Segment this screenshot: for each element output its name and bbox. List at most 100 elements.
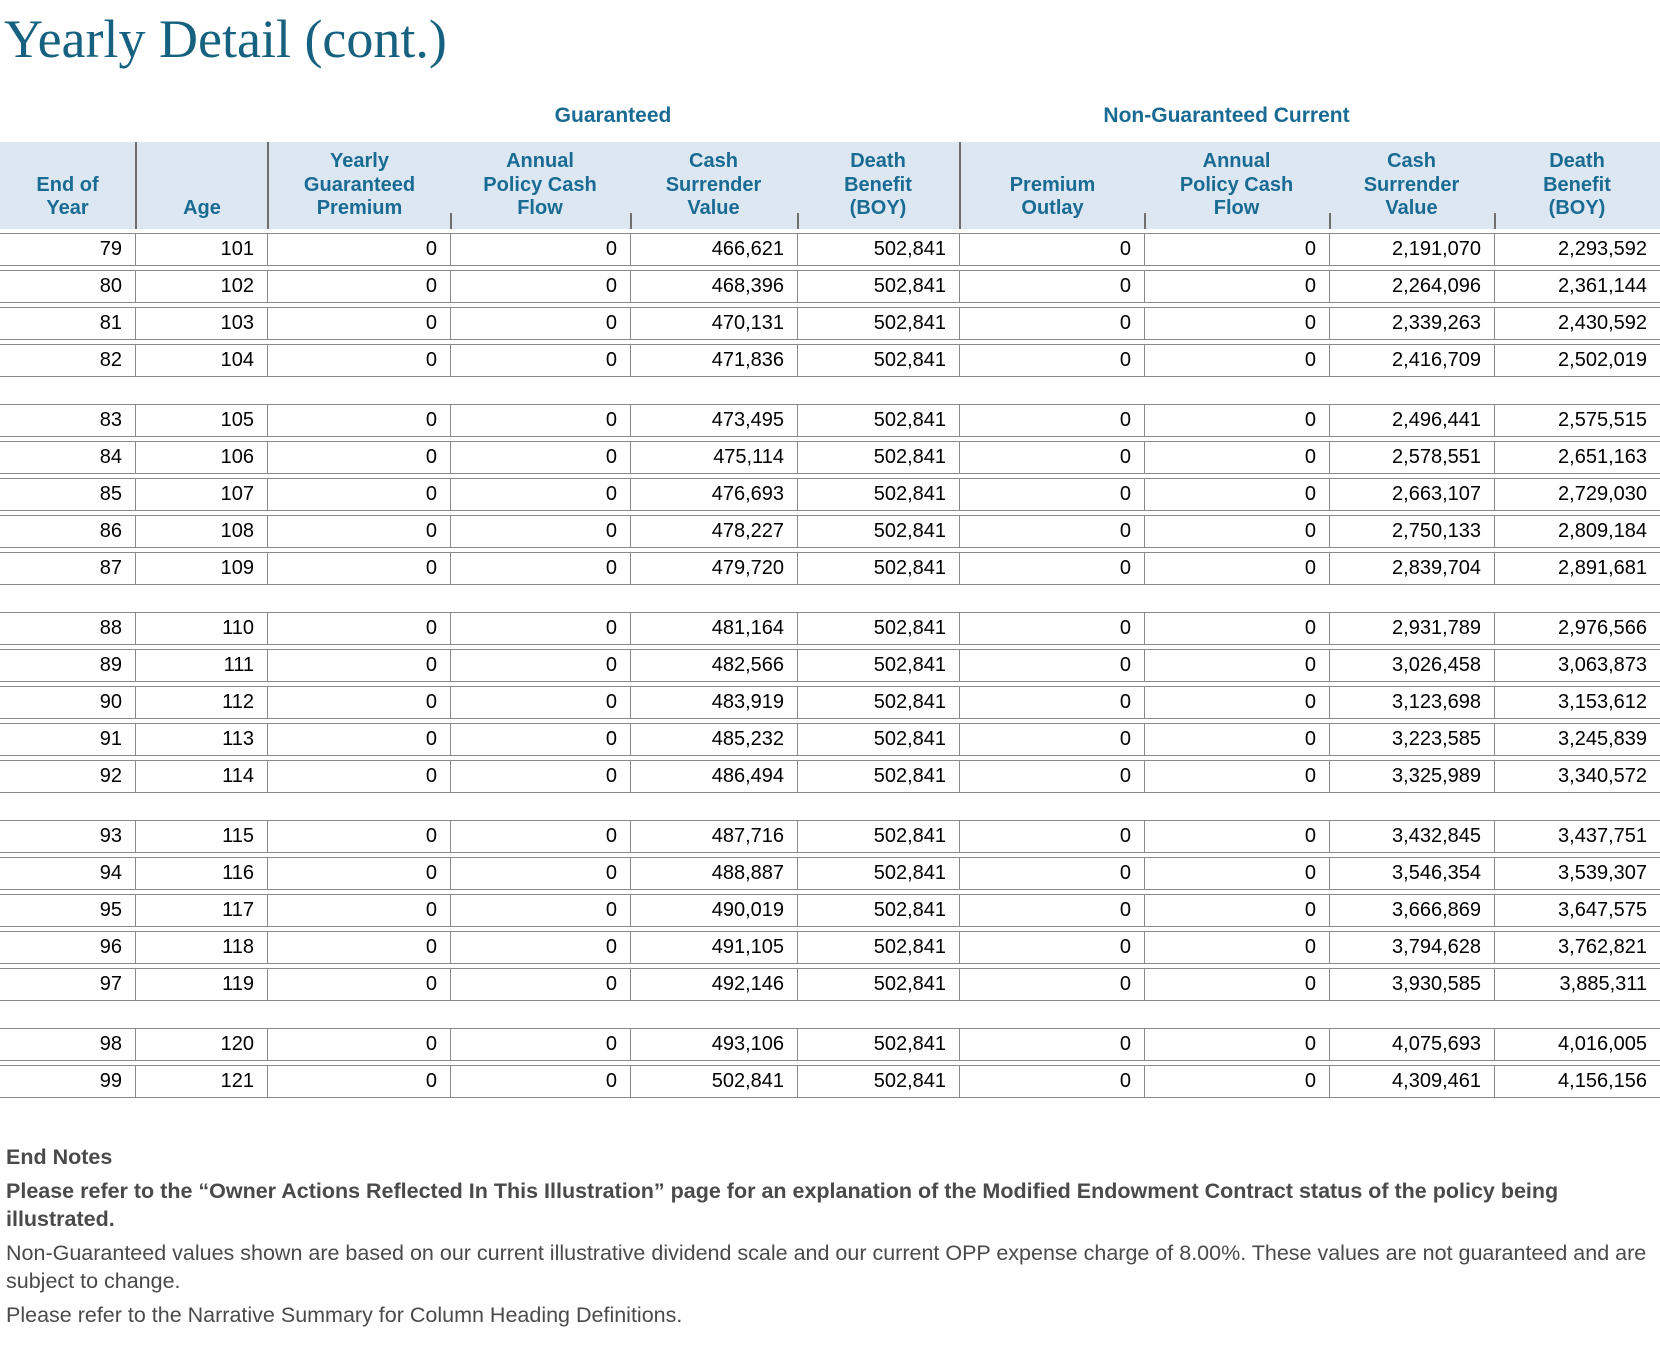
table-cell: 3,539,307 — [1494, 856, 1660, 890]
column-header-yearly-guaranteed-premium: Yearly Guaranteed Premium — [267, 142, 450, 229]
table-row: 80 102 0 0 468,396 502,841 0 0 2,264,096 2,361,14… — [0, 269, 1660, 303]
table-cell: 0 — [267, 611, 450, 645]
table-row: 79 101 0 0 466,621 502,841 0 0 2,191,070 2,293,59… — [0, 232, 1660, 266]
table-cell: 104 — [135, 343, 267, 377]
table-cell: 119 — [135, 967, 267, 1001]
table-cell: 476,693 — [630, 477, 797, 511]
table-cell: 0 — [1144, 440, 1330, 474]
table-cell: 102 — [135, 269, 267, 303]
table-cell: 3,885,311 — [1494, 967, 1660, 1001]
table-cell: 0 — [267, 551, 450, 585]
table-cell: 4,309,461 — [1329, 1064, 1495, 1098]
table-row: 84 106 0 0 475,114 502,841 0 0 2,578,551 2,651,16… — [0, 440, 1660, 474]
table-cell: 471,836 — [630, 343, 797, 377]
table-cell: 0 — [1144, 306, 1330, 340]
table-cell: 81 — [0, 306, 135, 340]
table-cell: 94 — [0, 856, 135, 890]
table-cell: 0 — [959, 343, 1145, 377]
table-cell: 0 — [959, 685, 1145, 719]
table-cell: 0 — [959, 403, 1145, 437]
table-cell: 488,887 — [630, 856, 797, 890]
table-cell: 0 — [1144, 967, 1330, 1001]
table-cell: 0 — [1144, 514, 1330, 548]
table-cell: 0 — [267, 685, 450, 719]
table-cell: 107 — [135, 477, 267, 511]
table-cell: 502,841 — [797, 403, 960, 437]
table-cell: 3,026,458 — [1329, 648, 1495, 682]
table-cell: 3,762,821 — [1494, 930, 1660, 964]
column-header-death-benefit-boy-non-guaranteed: Death Benefit (BOY) — [1494, 142, 1660, 229]
table-cell: 0 — [959, 819, 1145, 853]
table-cell: 0 — [450, 893, 630, 927]
table-cell: 0 — [267, 722, 450, 756]
table-cell: 0 — [1144, 930, 1330, 964]
table-cell: 3,223,585 — [1329, 722, 1495, 756]
table-cell: 0 — [959, 967, 1145, 1001]
table-cell: 121 — [135, 1064, 267, 1098]
group-header-guaranteed: Guaranteed — [554, 104, 672, 127]
table-row: 91 113 0 0 485,232 502,841 0 0 3,223,585 3,245,83… — [0, 722, 1660, 756]
table-cell: 108 — [135, 514, 267, 548]
table-cell: 0 — [267, 440, 450, 474]
table-row: 89 111 0 0 482,566 502,841 0 0 3,026,458 3,063,87… — [0, 648, 1660, 682]
table-cell: 0 — [450, 722, 630, 756]
table-cell: 0 — [450, 269, 630, 303]
table-cell: 3,153,612 — [1494, 685, 1660, 719]
table-cell: 0 — [267, 343, 450, 377]
table-cell: 103 — [135, 306, 267, 340]
table-cell: 83 — [0, 403, 135, 437]
table-cell: 502,841 — [797, 856, 960, 890]
column-header-age: Age — [135, 142, 267, 229]
table-row: 93 115 0 0 487,716 502,841 0 0 3,432,845 3,437,75… — [0, 819, 1660, 853]
table-cell: 3,325,989 — [1329, 759, 1495, 793]
table-cell: 2,931,789 — [1329, 611, 1495, 645]
table-cell: 0 — [959, 1064, 1145, 1098]
table-cell: 0 — [267, 477, 450, 511]
table-cell: 0 — [267, 1064, 450, 1098]
table-cell: 0 — [450, 1027, 630, 1061]
section-gap — [0, 797, 1660, 816]
table-cell: 490,019 — [630, 893, 797, 927]
table-cell: 0 — [1144, 343, 1330, 377]
table-cell: 502,841 — [797, 759, 960, 793]
table-cell: 502,841 — [797, 893, 960, 927]
table-cell: 117 — [135, 893, 267, 927]
table-cell: 0 — [1144, 722, 1330, 756]
table-cell: 84 — [0, 440, 135, 474]
table-cell: 3,794,628 — [1329, 930, 1495, 964]
table-cell: 2,191,070 — [1329, 232, 1495, 266]
table-cell: 2,264,096 — [1329, 269, 1495, 303]
table-cell: 486,494 — [630, 759, 797, 793]
end-note: Please refer to the “Owner Actions Refle… — [6, 1179, 1559, 1231]
table-cell: 2,809,184 — [1494, 514, 1660, 548]
end-notes: End Notes Please refer to the “Owner Act… — [6, 1144, 1656, 1330]
table-cell: 101 — [135, 232, 267, 266]
table-cell: 3,930,585 — [1329, 967, 1495, 1001]
table-cell: 0 — [450, 611, 630, 645]
group-header-spacer-right — [1494, 104, 1660, 138]
table-cell: 0 — [959, 759, 1145, 793]
end-note: Please refer to the Narrative Summary fo… — [6, 1303, 683, 1328]
table-cell: 0 — [267, 1027, 450, 1061]
table-row: 98 120 0 0 493,106 502,841 0 0 4,075,693 4,016,00… — [0, 1027, 1660, 1061]
table-cell: 0 — [959, 1027, 1145, 1061]
table-row: 90 112 0 0 483,919 502,841 0 0 3,123,698 3,153,61… — [0, 685, 1660, 719]
table-row: 96 118 0 0 491,105 502,841 0 0 3,794,628 3,762,82… — [0, 930, 1660, 964]
table-cell: 493,106 — [630, 1027, 797, 1061]
table-cell: 502,841 — [797, 819, 960, 853]
table-cell: 0 — [959, 232, 1145, 266]
table-cell: 4,156,156 — [1494, 1064, 1660, 1098]
table-cell: 0 — [450, 819, 630, 853]
table-cell: 109 — [135, 551, 267, 585]
table-cell: 111 — [135, 648, 267, 682]
table-cell: 2,976,566 — [1494, 611, 1660, 645]
table-cell: 0 — [959, 930, 1145, 964]
table-cell: 502,841 — [797, 551, 960, 585]
table-cell: 0 — [1144, 477, 1330, 511]
table-cell: 0 — [267, 759, 450, 793]
table-cell: 0 — [450, 551, 630, 585]
table-cell: 99 — [0, 1064, 135, 1098]
table-cell: 2,729,030 — [1494, 477, 1660, 511]
table-cell: 2,575,515 — [1494, 403, 1660, 437]
table-cell: 93 — [0, 819, 135, 853]
